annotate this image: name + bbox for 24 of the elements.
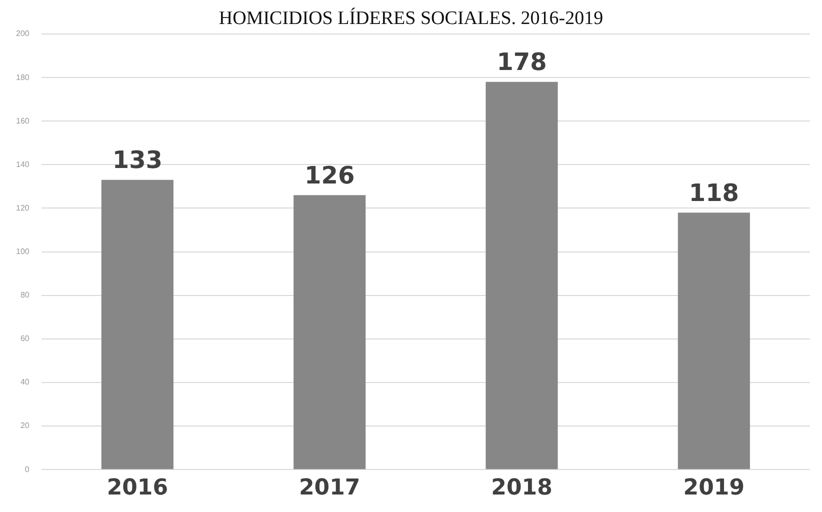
- y-tick-label: 100: [16, 247, 30, 256]
- x-tick-label: 2016: [106, 476, 168, 501]
- chart-title: HOMICIDIOS LÍDERES SOCIALES. 2016-2019: [218, 8, 604, 30]
- x-tick-label: 2018: [491, 476, 552, 501]
- y-tick-label: 40: [20, 378, 30, 387]
- y-tick-label: 0: [24, 464, 30, 474]
- y-tick-label: 80: [20, 290, 30, 300]
- bar: [294, 195, 366, 470]
- data-label: 126: [304, 161, 355, 190]
- data-label: 133: [112, 146, 162, 174]
- bar: [101, 180, 174, 470]
- y-tick-label: 200: [16, 29, 30, 38]
- x-tick-label: 2017: [298, 476, 360, 501]
- y-tick-label: 120: [16, 203, 30, 212]
- bar: [486, 82, 558, 470]
- y-tick-label: 180: [16, 72, 30, 82]
- data-label: 118: [688, 178, 739, 207]
- x-tick-label: 2019: [683, 476, 745, 501]
- y-tick-label: 160: [16, 116, 30, 126]
- bar: [678, 212, 750, 470]
- data-label: 178: [496, 48, 547, 76]
- y-tick-label: 20: [20, 421, 30, 430]
- y-tick-label: 60: [20, 334, 30, 344]
- y-tick-label: 140: [16, 160, 30, 169]
